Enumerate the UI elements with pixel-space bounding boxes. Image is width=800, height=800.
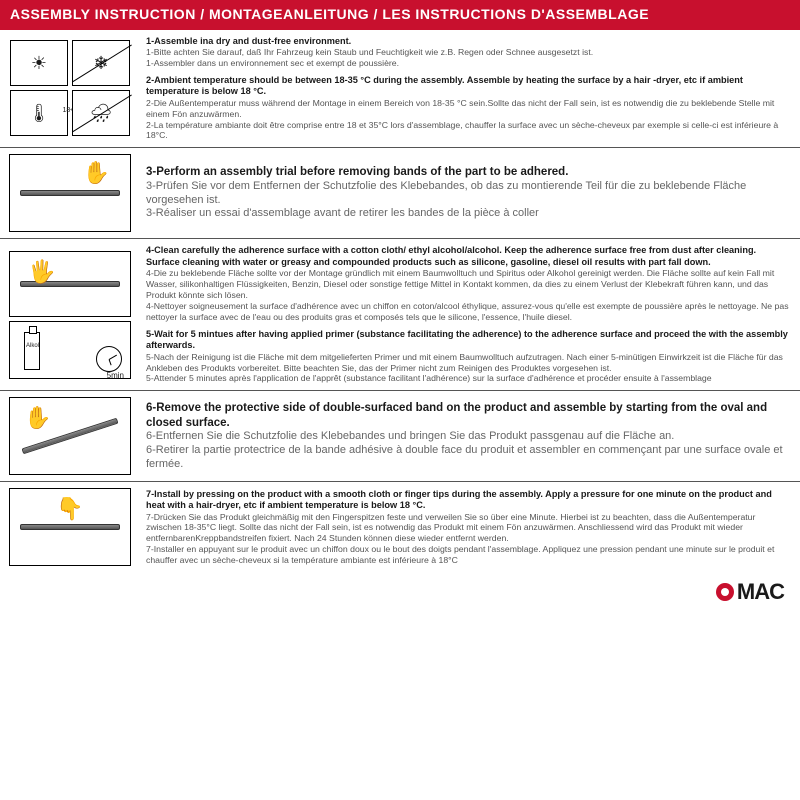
cleaning-icon: 🖐 — [9, 251, 131, 317]
text-block-5: 7-Install by pressing on the product wit… — [140, 482, 800, 572]
step-5-en: 5-Wait for 5 mintues after having applie… — [146, 329, 790, 352]
step-1-de: 1-Bitte achten Sie darauf, daß Ihr Fahrz… — [146, 47, 790, 58]
step-5-de: 5-Nach der Reinigung ist die Fläche mit … — [146, 352, 790, 374]
text-block-3: 4-Clean carefully the adherence surface … — [140, 239, 800, 390]
step-2: 2-Ambient temperature should be between … — [146, 75, 790, 142]
logo-o-icon — [716, 583, 734, 601]
step-2-fr: 2-La température ambiante doit être comp… — [146, 120, 790, 142]
brand-logo: MAC — [716, 578, 784, 606]
step-6: 6-Remove the protective side of double-s… — [146, 401, 790, 471]
illus-group-5: 👇 — [0, 482, 140, 572]
logo-text: MAC — [737, 578, 784, 606]
clock-icon — [96, 346, 122, 372]
step-1-en: 1-Assemble ina dry and dust-free environ… — [146, 36, 790, 48]
step-2-de: 2-Die Außentemperatur muss während der M… — [146, 98, 790, 120]
step-7-en: 7-Install by pressing on the product wit… — [146, 489, 790, 512]
illus-group-4: ✋ — [0, 391, 140, 481]
text-block-1: 1-Assemble ina dry and dust-free environ… — [140, 30, 800, 148]
step-4: 4-Clean carefully the adherence surface … — [146, 245, 790, 322]
step-2-en: 2-Ambient temperature should be between … — [146, 75, 790, 98]
step-4-fr: 4-Nettoyer soigneusement la surface d'ad… — [146, 301, 790, 323]
step-1: 1-Assemble ina dry and dust-free environ… — [146, 36, 790, 69]
logo-bar: MAC — [0, 572, 800, 610]
thermometer-icon: 🌡 18< ...<35 C — [10, 90, 68, 136]
step-3-fr: 3-Réaliser un essai d'assemblage avant d… — [146, 207, 790, 221]
instruction-sections: ☀ ❄ 🌡 18< ...<35 C 🌧 1-Assemble ina dry … — [0, 30, 800, 573]
text-block-2: 3-Perform an assembly trial before remov… — [140, 148, 800, 238]
step-4-de: 4-Die zu beklebende Fläche sollte vor de… — [146, 268, 790, 301]
no-rain-icon: 🌧 — [72, 90, 130, 136]
section-4: ✋ 6-Remove the protective side of double… — [0, 391, 800, 482]
sun-icon: ☀ — [10, 40, 68, 86]
section-2: ✋ 3-Perform an assembly trial before rem… — [0, 148, 800, 239]
step-3-de: 3-Prüfen Sie vor dem Entfernen der Schut… — [146, 180, 790, 208]
step-6-en: 6-Remove the protective side of double-s… — [146, 401, 790, 430]
step-7-de: 7-Drücken Sie das Produkt gleichmäßig mi… — [146, 512, 790, 545]
no-snow-icon: ❄ — [72, 40, 130, 86]
page-header: ASSEMBLY INSTRUCTION / MONTAGEANLEITUNG … — [0, 0, 800, 30]
step-6-de: 6-Entfernen Sie die Schutzfolie des Kleb… — [146, 430, 790, 444]
header-title: ASSEMBLY INSTRUCTION / MONTAGEANLEITUNG … — [10, 6, 649, 22]
step-1-fr: 1-Assembler dans un environnement sec et… — [146, 58, 790, 69]
clock-label: 5min — [107, 371, 124, 379]
illus-group-2: ✋ — [0, 148, 140, 238]
trial-fit-icon: ✋ — [9, 154, 131, 232]
wait-5min-icon: Alkol 5min — [9, 321, 131, 379]
press-install-icon: 👇 — [9, 488, 131, 566]
step-4-en: 4-Clean carefully the adherence surface … — [146, 245, 790, 268]
step-3: 3-Perform an assembly trial before remov… — [146, 165, 790, 221]
step-5: 5-Wait for 5 mintues after having applie… — [146, 329, 790, 385]
bottle-label: Alkol — [26, 343, 39, 351]
illus-group-1: ☀ ❄ 🌡 18< ...<35 C 🌧 — [0, 30, 140, 148]
section-3: 🖐 Alkol 5min 4-Clean carefully the adher… — [0, 239, 800, 391]
step-7: 7-Install by pressing on the product wit… — [146, 489, 790, 566]
step-5-fr: 5-Attender 5 minutes après l'application… — [146, 373, 790, 384]
section-1: ☀ ❄ 🌡 18< ...<35 C 🌧 1-Assemble ina dry … — [0, 30, 800, 149]
step-7-fr: 7-Installer en appuyant sur le produit a… — [146, 544, 790, 566]
step-3-en: 3-Perform an assembly trial before remov… — [146, 165, 790, 179]
illus-group-3: 🖐 Alkol 5min — [0, 239, 140, 390]
peel-tape-icon: ✋ — [9, 397, 131, 475]
text-block-4: 6-Remove the protective side of double-s… — [140, 391, 800, 481]
step-6-fr: 6-Retirer la partie protectrice de la ba… — [146, 444, 790, 472]
alcohol-bottle-icon: Alkol — [24, 332, 40, 370]
section-5: 👇 7-Install by pressing on the product w… — [0, 482, 800, 572]
